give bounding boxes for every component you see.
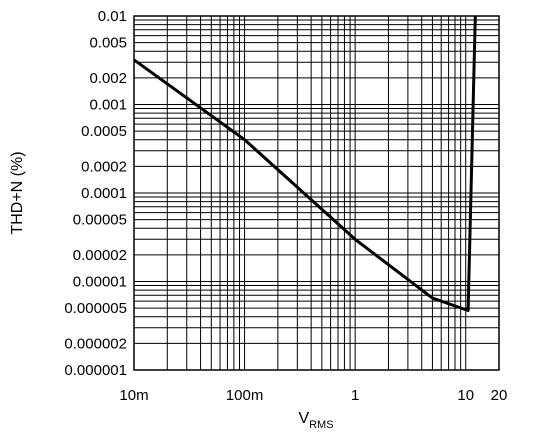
- y-tick-label: 0.001: [89, 97, 127, 114]
- x-axis-title: VRMS: [298, 410, 333, 431]
- y-tick-label: 0.0002: [81, 158, 127, 175]
- thdn-curve: [133, 15, 477, 312]
- y-tick-label: 0.00001: [73, 274, 127, 291]
- y-tick-label: 0.0005: [81, 123, 127, 140]
- y-tick-label: 0.01: [98, 8, 127, 25]
- x-tick-label: 1: [351, 387, 359, 404]
- series-layer: [133, 15, 477, 312]
- y-tick-label: 0.000005: [64, 300, 127, 317]
- x-axis-title-subscript: RMS: [309, 419, 333, 431]
- x-tick-label: 10: [457, 387, 474, 404]
- y-tick-label: 0.00005: [73, 212, 127, 229]
- y-tick-label: 0.002: [89, 70, 127, 87]
- x-tick-labels: 10m 100m 1 10 20: [119, 387, 507, 404]
- y-tick-label: 0.00002: [73, 247, 127, 264]
- y-tick-label: 0.000002: [64, 335, 127, 352]
- grid: [133, 15, 500, 371]
- x-axis-title-main: V: [298, 410, 309, 427]
- plot-frame: [133, 15, 500, 371]
- y-tick-label: 0.0001: [81, 185, 127, 202]
- y-tick-label: 0.005: [89, 35, 127, 52]
- x-tick-label: 20: [491, 387, 508, 404]
- x-tick-label: 10m: [119, 387, 148, 404]
- y-tick-labels: 0.01 0.005 0.002 0.001 0.0005 0.0002 0.0001 0.0…: [64, 8, 127, 379]
- y-tick-label: 0.000001: [64, 362, 127, 379]
- x-tick-label: 100m: [226, 387, 264, 404]
- y-axis-title: THD+N (%): [9, 151, 26, 234]
